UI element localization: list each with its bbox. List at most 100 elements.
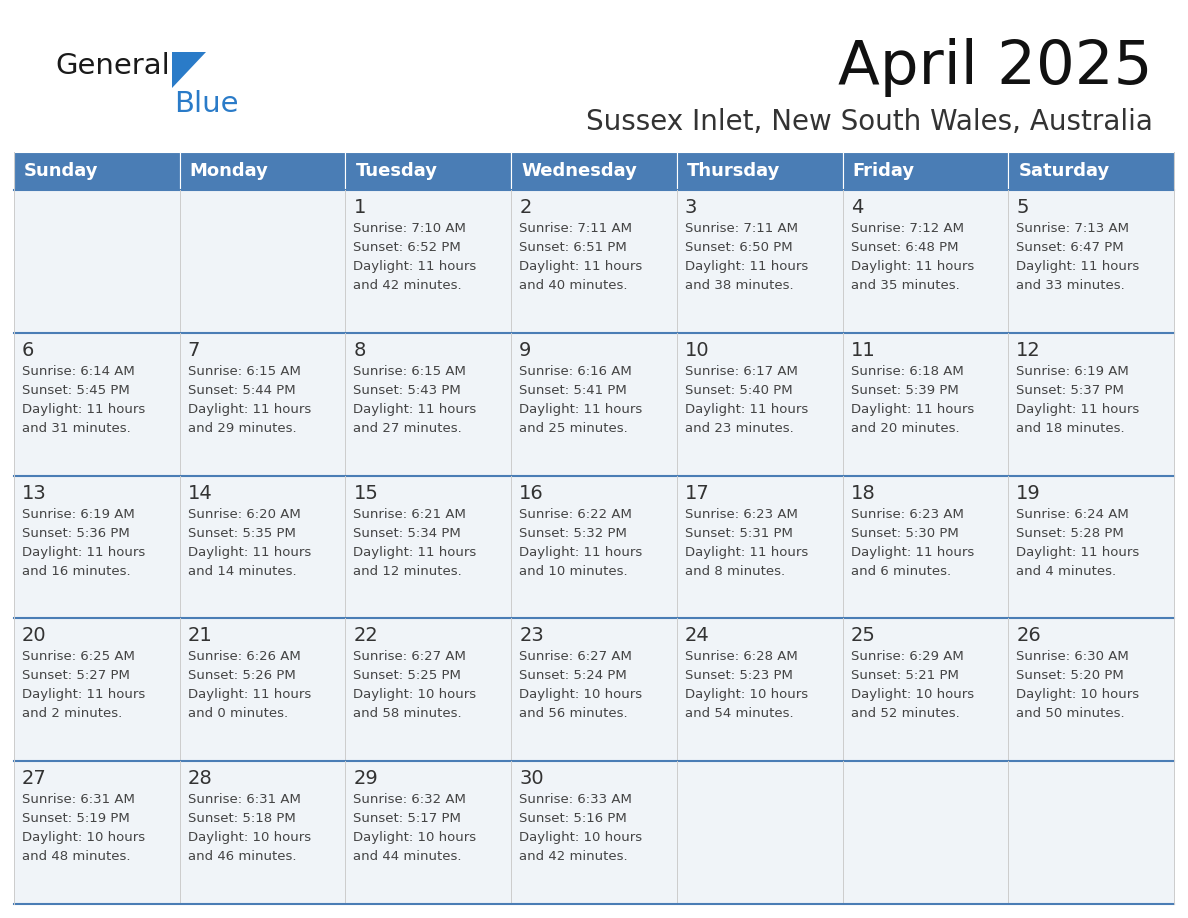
Text: and 46 minutes.: and 46 minutes. bbox=[188, 850, 296, 863]
Text: and 20 minutes.: and 20 minutes. bbox=[851, 421, 959, 435]
Text: Sunrise: 6:25 AM: Sunrise: 6:25 AM bbox=[23, 650, 135, 664]
Text: and 14 minutes.: and 14 minutes. bbox=[188, 565, 296, 577]
Text: Sunset: 6:52 PM: Sunset: 6:52 PM bbox=[353, 241, 461, 254]
Text: Sunrise: 6:23 AM: Sunrise: 6:23 AM bbox=[684, 508, 797, 521]
Text: Sunset: 6:51 PM: Sunset: 6:51 PM bbox=[519, 241, 627, 254]
Text: Sunset: 5:26 PM: Sunset: 5:26 PM bbox=[188, 669, 296, 682]
Text: and 18 minutes.: and 18 minutes. bbox=[1016, 421, 1125, 435]
Text: 17: 17 bbox=[684, 484, 709, 502]
Text: Daylight: 11 hours: Daylight: 11 hours bbox=[23, 688, 145, 701]
Text: Sunset: 5:19 PM: Sunset: 5:19 PM bbox=[23, 812, 129, 825]
Text: Daylight: 11 hours: Daylight: 11 hours bbox=[684, 545, 808, 558]
Text: and 48 minutes.: and 48 minutes. bbox=[23, 850, 131, 863]
Text: 4: 4 bbox=[851, 198, 862, 217]
Text: Sunset: 5:28 PM: Sunset: 5:28 PM bbox=[1016, 527, 1124, 540]
Text: 27: 27 bbox=[23, 769, 46, 789]
Polygon shape bbox=[172, 52, 206, 88]
Text: Sunrise: 6:21 AM: Sunrise: 6:21 AM bbox=[353, 508, 467, 521]
Bar bbox=[842, 152, 1009, 190]
Text: Sunset: 5:32 PM: Sunset: 5:32 PM bbox=[519, 527, 627, 540]
Text: 14: 14 bbox=[188, 484, 213, 502]
Text: Sunrise: 6:29 AM: Sunrise: 6:29 AM bbox=[851, 650, 963, 664]
Text: and 35 minutes.: and 35 minutes. bbox=[851, 279, 960, 292]
Text: and 29 minutes.: and 29 minutes. bbox=[188, 421, 296, 435]
Text: and 8 minutes.: and 8 minutes. bbox=[684, 565, 785, 577]
Text: 11: 11 bbox=[851, 341, 876, 360]
Text: Sunrise: 6:14 AM: Sunrise: 6:14 AM bbox=[23, 364, 134, 378]
Text: Sunrise: 7:11 AM: Sunrise: 7:11 AM bbox=[684, 222, 798, 235]
Text: Sunset: 5:23 PM: Sunset: 5:23 PM bbox=[684, 669, 792, 682]
Text: Daylight: 10 hours: Daylight: 10 hours bbox=[519, 688, 643, 701]
Text: Daylight: 11 hours: Daylight: 11 hours bbox=[519, 403, 643, 416]
Text: and 42 minutes.: and 42 minutes. bbox=[353, 279, 462, 292]
Text: Sunset: 5:25 PM: Sunset: 5:25 PM bbox=[353, 669, 461, 682]
Text: and 23 minutes.: and 23 minutes. bbox=[684, 421, 794, 435]
Text: Sunrise: 6:22 AM: Sunrise: 6:22 AM bbox=[519, 508, 632, 521]
Text: Sunset: 5:20 PM: Sunset: 5:20 PM bbox=[1016, 669, 1124, 682]
Text: and 54 minutes.: and 54 minutes. bbox=[684, 708, 794, 721]
Bar bbox=[346, 152, 511, 190]
Text: Daylight: 11 hours: Daylight: 11 hours bbox=[23, 403, 145, 416]
Text: Daylight: 10 hours: Daylight: 10 hours bbox=[684, 688, 808, 701]
Text: and 0 minutes.: and 0 minutes. bbox=[188, 708, 287, 721]
Bar bbox=[1009, 152, 1174, 190]
Text: 16: 16 bbox=[519, 484, 544, 502]
Text: and 56 minutes.: and 56 minutes. bbox=[519, 708, 627, 721]
Text: Sunset: 5:17 PM: Sunset: 5:17 PM bbox=[353, 812, 461, 825]
Text: Daylight: 11 hours: Daylight: 11 hours bbox=[188, 688, 311, 701]
Bar bbox=[14, 190, 1174, 333]
Text: Sunset: 5:35 PM: Sunset: 5:35 PM bbox=[188, 527, 296, 540]
Text: Daylight: 11 hours: Daylight: 11 hours bbox=[684, 260, 808, 273]
Text: Sunrise: 6:20 AM: Sunrise: 6:20 AM bbox=[188, 508, 301, 521]
Text: and 4 minutes.: and 4 minutes. bbox=[1016, 565, 1117, 577]
Text: and 50 minutes.: and 50 minutes. bbox=[1016, 708, 1125, 721]
Text: and 6 minutes.: and 6 minutes. bbox=[851, 565, 950, 577]
Text: and 52 minutes.: and 52 minutes. bbox=[851, 708, 960, 721]
Text: Sunset: 5:41 PM: Sunset: 5:41 PM bbox=[519, 384, 627, 397]
Bar bbox=[14, 761, 1174, 904]
Text: Sunrise: 6:17 AM: Sunrise: 6:17 AM bbox=[684, 364, 797, 378]
Text: Daylight: 10 hours: Daylight: 10 hours bbox=[353, 688, 476, 701]
Text: Daylight: 10 hours: Daylight: 10 hours bbox=[519, 831, 643, 845]
Bar bbox=[14, 476, 1174, 619]
Text: Sunset: 5:18 PM: Sunset: 5:18 PM bbox=[188, 812, 296, 825]
Text: Sunrise: 6:26 AM: Sunrise: 6:26 AM bbox=[188, 650, 301, 664]
Text: 29: 29 bbox=[353, 769, 378, 789]
Text: Sunset: 5:40 PM: Sunset: 5:40 PM bbox=[684, 384, 792, 397]
Text: April 2025: April 2025 bbox=[839, 38, 1154, 97]
Text: and 25 minutes.: and 25 minutes. bbox=[519, 421, 628, 435]
Text: Daylight: 10 hours: Daylight: 10 hours bbox=[23, 831, 145, 845]
Text: Friday: Friday bbox=[853, 162, 915, 180]
Text: Daylight: 11 hours: Daylight: 11 hours bbox=[188, 403, 311, 416]
Text: Daylight: 11 hours: Daylight: 11 hours bbox=[519, 545, 643, 558]
Text: and 12 minutes.: and 12 minutes. bbox=[353, 565, 462, 577]
Text: Daylight: 11 hours: Daylight: 11 hours bbox=[353, 545, 476, 558]
Text: 6: 6 bbox=[23, 341, 34, 360]
Text: Blue: Blue bbox=[173, 90, 239, 118]
Text: and 10 minutes.: and 10 minutes. bbox=[519, 565, 627, 577]
Text: Sunset: 5:16 PM: Sunset: 5:16 PM bbox=[519, 812, 627, 825]
Text: 1: 1 bbox=[353, 198, 366, 217]
Text: Sunrise: 7:11 AM: Sunrise: 7:11 AM bbox=[519, 222, 632, 235]
Bar bbox=[179, 152, 346, 190]
Text: and 31 minutes.: and 31 minutes. bbox=[23, 421, 131, 435]
Text: 26: 26 bbox=[1016, 626, 1041, 645]
Text: Sunrise: 6:15 AM: Sunrise: 6:15 AM bbox=[353, 364, 467, 378]
Text: Sunrise: 6:24 AM: Sunrise: 6:24 AM bbox=[1016, 508, 1129, 521]
Text: and 44 minutes.: and 44 minutes. bbox=[353, 850, 462, 863]
Text: Sunrise: 6:19 AM: Sunrise: 6:19 AM bbox=[1016, 364, 1129, 378]
Text: and 27 minutes.: and 27 minutes. bbox=[353, 421, 462, 435]
Text: Wednesday: Wednesday bbox=[522, 162, 637, 180]
Text: 7: 7 bbox=[188, 341, 200, 360]
Text: 21: 21 bbox=[188, 626, 213, 645]
Text: Sunset: 5:45 PM: Sunset: 5:45 PM bbox=[23, 384, 129, 397]
Text: Daylight: 10 hours: Daylight: 10 hours bbox=[1016, 688, 1139, 701]
Text: Sunrise: 6:18 AM: Sunrise: 6:18 AM bbox=[851, 364, 963, 378]
Text: Monday: Monday bbox=[190, 162, 268, 180]
Text: Sunrise: 6:16 AM: Sunrise: 6:16 AM bbox=[519, 364, 632, 378]
Text: and 42 minutes.: and 42 minutes. bbox=[519, 850, 627, 863]
Text: 23: 23 bbox=[519, 626, 544, 645]
Text: Sunset: 5:30 PM: Sunset: 5:30 PM bbox=[851, 527, 959, 540]
Text: Sunrise: 7:12 AM: Sunrise: 7:12 AM bbox=[851, 222, 963, 235]
Text: 12: 12 bbox=[1016, 341, 1041, 360]
